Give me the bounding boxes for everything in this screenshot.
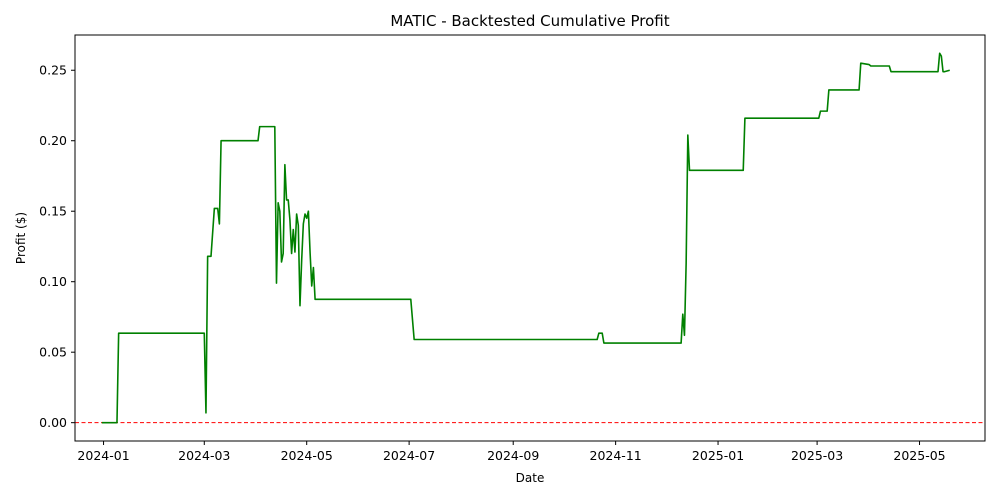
x-tick-label: 2024-05	[281, 448, 333, 463]
y-tick-label: 0.25	[39, 63, 67, 78]
y-tick-label: 0.15	[39, 204, 67, 219]
x-tick-label: 2024-07	[383, 448, 435, 463]
plot-area	[75, 35, 985, 441]
series-layer	[101, 52, 950, 424]
chart-title: MATIC - Backtested Cumulative Profit	[390, 12, 669, 30]
y-tick-label: 0.05	[39, 345, 67, 360]
y-tick-label: 0.00	[39, 415, 67, 430]
x-axis-label: Date	[516, 471, 545, 485]
y-tick-label: 0.20	[39, 133, 67, 148]
x-tick-label: 2024-03	[178, 448, 230, 463]
x-tick-label: 2025-05	[893, 448, 945, 463]
y-ticks: 0.00 0.05 0.10 0.15 0.20 0.25	[39, 63, 75, 430]
y-tick-label: 0.10	[39, 274, 67, 289]
y-axis-label: Profit ($)	[14, 212, 28, 264]
x-tick-label: 2025-01	[692, 448, 744, 463]
x-tick-label: 2025-03	[791, 448, 843, 463]
x-tick-label: 2024-09	[487, 448, 539, 463]
series-line-0	[101, 52, 950, 424]
plot-frame	[74, 34, 986, 442]
x-tick-label: 2024-11	[590, 448, 642, 463]
x-tick-label: 2024-01	[77, 448, 129, 463]
x-ticks: 2024-01 2024-03 2024-05 2024-07 2024-09 2024-…	[77, 441, 946, 463]
